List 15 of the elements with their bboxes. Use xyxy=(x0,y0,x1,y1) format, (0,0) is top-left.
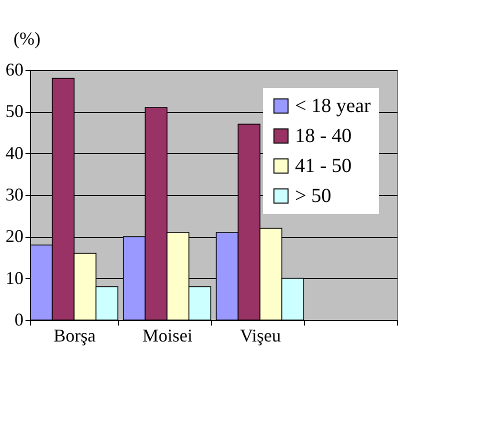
y-tick-label: 10 xyxy=(6,268,24,288)
y-axis-title: (%) xyxy=(14,28,41,48)
y-tick-label: 40 xyxy=(6,142,24,163)
y-tick-label: 0 xyxy=(14,310,24,330)
x-tick-label: Vişeu xyxy=(240,326,281,346)
x-tick-label: Moisei xyxy=(142,326,193,346)
y-tick-label: 60 xyxy=(6,60,24,80)
legend-label: > 50 xyxy=(295,185,332,207)
y-tick-label: 50 xyxy=(6,101,24,122)
legend-label: 41 - 50 xyxy=(295,155,352,177)
legend-label: 18 - 40 xyxy=(295,125,352,147)
y-tick-label: 20 xyxy=(6,226,24,246)
x-tick-label: Borşa xyxy=(54,326,96,346)
legend-label: < 18 year xyxy=(295,95,372,117)
y-tick-label: 30 xyxy=(6,184,24,204)
